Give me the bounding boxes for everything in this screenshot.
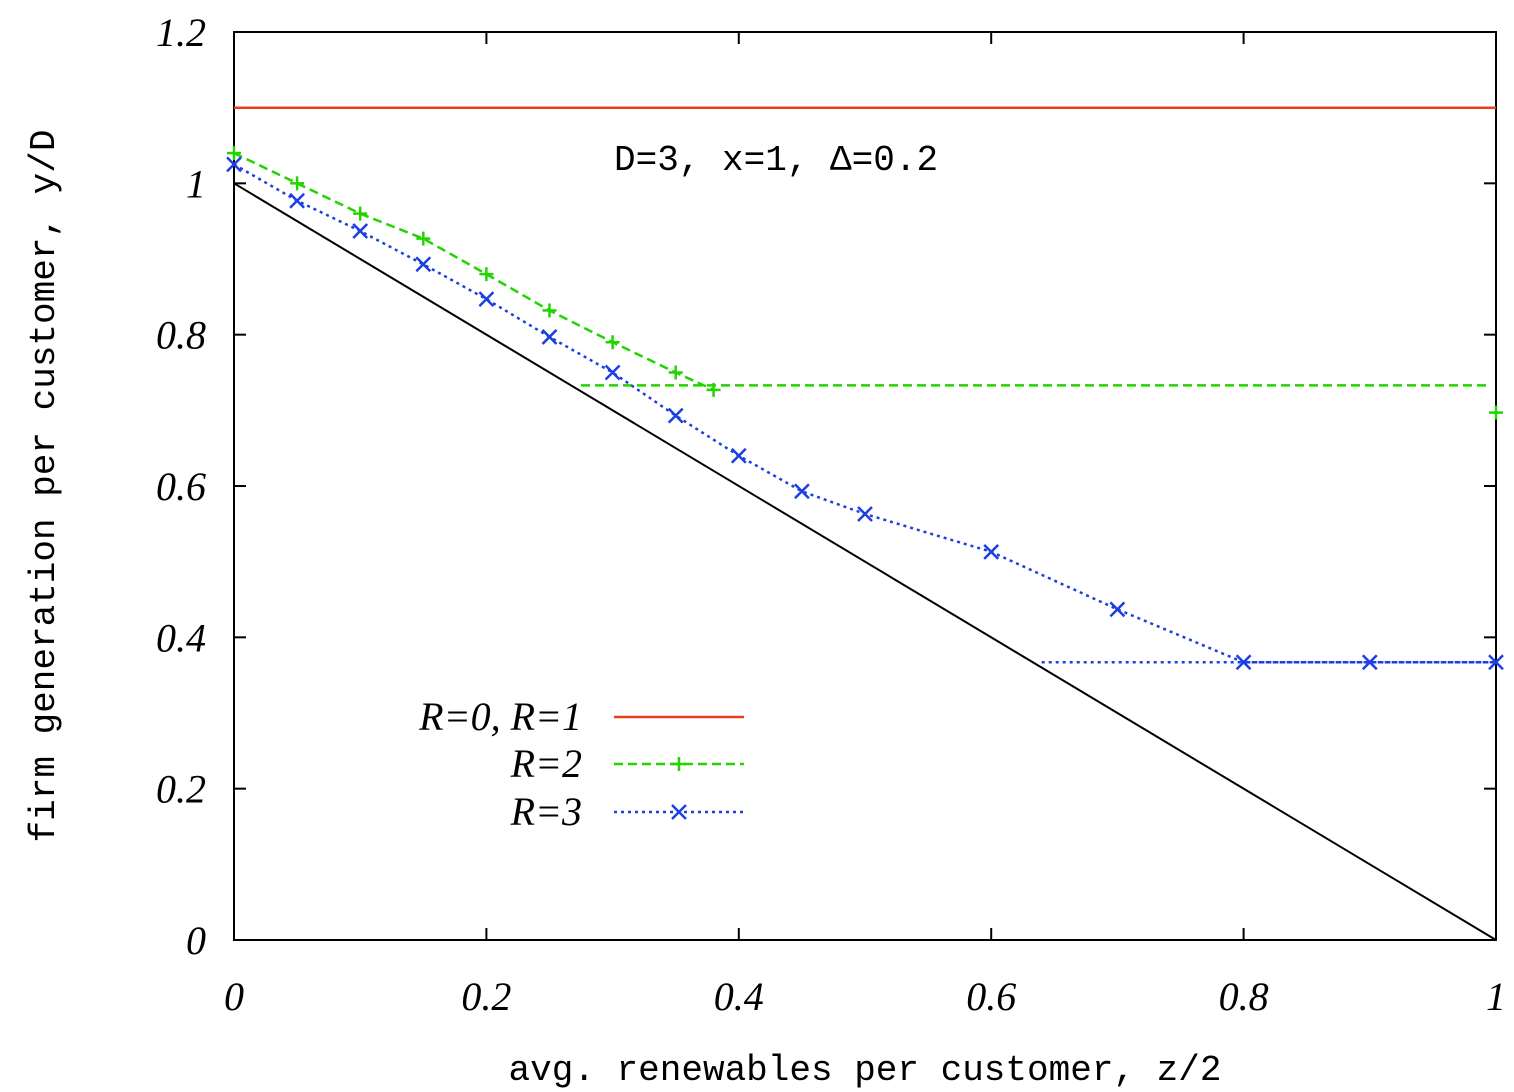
- data-point: [415, 256, 432, 273]
- x-axis-title: avg. renewables per customer, z/2: [509, 1050, 1222, 1091]
- series-group: [233, 182, 1497, 941]
- ticks: 0 0.2 0.4 0.6 0.8 1 0 0.2 0.4 0.6 0.8 1 1.2: [156, 10, 1506, 1019]
- data-point: [478, 291, 495, 307]
- legend-label: R=2: [510, 741, 582, 786]
- x-tick-label: 0: [224, 974, 244, 1019]
- x-tick-label: 0.4: [714, 974, 764, 1019]
- y-tick-label: 0.4: [156, 615, 206, 660]
- data-point: [541, 329, 558, 345]
- y-tick-label: 1.2: [156, 10, 206, 55]
- y-tick-label: 0.2: [156, 767, 206, 812]
- data-point: [671, 804, 687, 820]
- data-point: [352, 223, 369, 239]
- data-point: [667, 407, 684, 424]
- y-tick-label: 0: [186, 918, 206, 963]
- data-point: [794, 483, 810, 500]
- data-point: [604, 364, 621, 381]
- data-point: [226, 156, 242, 173]
- legend-label: R=3: [510, 789, 582, 834]
- data-point: [983, 543, 1000, 560]
- legend-label: R=0, R=1: [418, 694, 582, 739]
- x-tick-label: 0.6: [966, 974, 1016, 1019]
- data-point: [1488, 654, 1504, 671]
- x-tick-label: 0.8: [1219, 974, 1269, 1019]
- y-tick-label: 1: [186, 161, 206, 206]
- data-point: [1361, 654, 1378, 671]
- series-line: [233, 182, 1497, 941]
- y-axis-title: firm generation per customer, y/D: [24, 130, 65, 843]
- y-tick-label: 0.8: [156, 313, 206, 358]
- legend: R=0, R=1R=2R=3: [418, 694, 744, 834]
- series-layer: [226, 106, 1504, 941]
- series-line: [233, 151, 715, 392]
- data-point: [1235, 654, 1252, 671]
- x-tick-label: 0.2: [461, 974, 511, 1019]
- series-line: [233, 163, 1496, 664]
- series-group: [226, 156, 1504, 671]
- y-tick-label: 0.6: [156, 464, 206, 509]
- series-group: [227, 146, 721, 397]
- data-point: [1109, 601, 1126, 618]
- x-tick-label: 1: [1486, 974, 1506, 1019]
- data-point: [289, 192, 305, 209]
- annotation: D=3, x=1, Δ=0.2: [614, 140, 938, 181]
- data-point: [730, 447, 747, 464]
- data-point: [857, 506, 873, 522]
